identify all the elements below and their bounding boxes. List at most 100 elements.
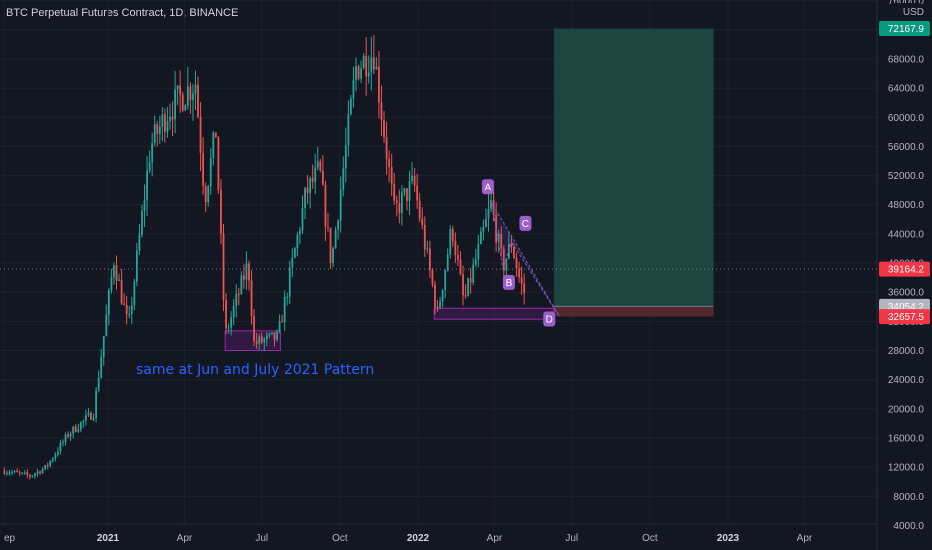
candle-body [393,183,396,201]
candle-body [485,218,487,227]
candle-body [321,170,324,185]
price-axis-label: 36000.0 [888,288,925,299]
price-tag[interactable]: 32657.5 [879,309,930,325]
candle-body [110,277,113,291]
price-tag[interactable]: 39164.2 [879,261,930,277]
candle-body [319,161,322,171]
candle-body [82,420,85,423]
candle-body [113,265,115,278]
candle-body [469,278,472,283]
time-axis-label: Jul [565,533,578,544]
candle-body [107,290,110,315]
candle-body [130,305,133,315]
time-axis-label: 2021 [97,533,120,544]
price-axis-label: 48000.0 [888,200,925,211]
candle-body [306,187,309,194]
candle-body [337,220,340,230]
price-axis-label: 4000.0 [893,521,924,532]
candle-body [398,202,401,213]
candle-body [316,161,319,168]
candle-body [143,200,146,212]
candle-body [454,240,457,256]
candle-body [151,143,154,163]
candle-body [192,93,194,100]
candle-body [428,248,431,270]
candle-body [283,296,286,323]
time-axis-label: Jul [255,533,268,544]
wave-point-a-label: A [485,182,492,193]
text-annotations[interactable]: same at Jun and July 2021 Pattern [136,362,374,378]
candle-body [314,167,317,182]
candle-body [204,185,207,203]
candle-body [197,84,199,117]
price-axis-label: 12000.0 [888,463,925,474]
candle-body [385,137,388,160]
price-tag[interactable]: 72167.9 [879,21,930,37]
time-axis-label: Oct [332,533,348,544]
candle-body [513,247,515,259]
candle-body [390,167,393,184]
candle-body [169,116,171,122]
candle-body [11,472,13,474]
candlesticks [3,34,526,480]
candle-body [413,175,416,186]
pattern-note-text[interactable]: same at Jun and July 2021 Pattern [136,362,374,378]
candle-body [367,72,370,77]
wave-point-c-badge [519,215,532,231]
candle-body [79,422,82,430]
candle-body [482,226,485,232]
candle-body [72,426,75,434]
candle-body [431,269,434,285]
candle-body [467,278,470,296]
target-zone[interactable] [553,28,714,307]
position-zones[interactable] [553,28,714,317]
candle-body [46,465,49,467]
candle-body [141,211,143,235]
wave-pattern[interactable]: A B C D [481,179,560,327]
candle-body [248,263,250,281]
candle-body [199,116,202,154]
candle-body [235,293,238,307]
price-axis-label: 64000.0 [888,84,925,95]
candle-body [92,417,95,420]
candle-body [329,227,332,263]
wave-triangle[interactable] [491,203,560,317]
candle-body [276,331,278,340]
candle-body [85,415,87,421]
candle-body [62,441,64,443]
time-axis[interactable]: ep 2021 Apr Jul Oct 2022 Apr Jul Oct 2023 Apr [0,523,877,550]
wave-point-d[interactable]: D [543,311,556,327]
candle-body [184,105,187,111]
candle-body [487,208,490,219]
price-axis-label: 56000.0 [888,142,925,153]
price-axis-label: 28000.0 [888,346,925,357]
candle-body [441,289,444,302]
candle-body [350,98,352,115]
candle-body [342,168,345,190]
time-axis-bg [0,524,877,550]
wave-point-b[interactable]: B [502,274,515,290]
candle-body [153,124,156,144]
candle-body [220,189,222,234]
stop-zone[interactable] [553,306,714,317]
pattern-box[interactable] [433,307,555,320]
time-axis-label: ep [4,533,16,544]
candle-body [497,233,500,243]
candle-body [293,248,296,258]
price-axis-label: 16000.0 [888,434,925,445]
wave-point-a[interactable]: A [481,179,494,195]
candle-body [64,434,67,442]
candle-body [477,244,480,260]
candle-body [16,471,19,473]
candle-body [34,473,36,476]
candle-body [26,472,29,475]
wave-point-c[interactable]: C [519,215,532,231]
candle-body [301,208,304,231]
candle-body [457,255,459,260]
price-tag-bg [879,309,930,325]
candle-body [446,254,449,271]
currency-label[interactable]: USD [903,7,924,18]
price-axis-label: 8000.0 [893,492,924,503]
